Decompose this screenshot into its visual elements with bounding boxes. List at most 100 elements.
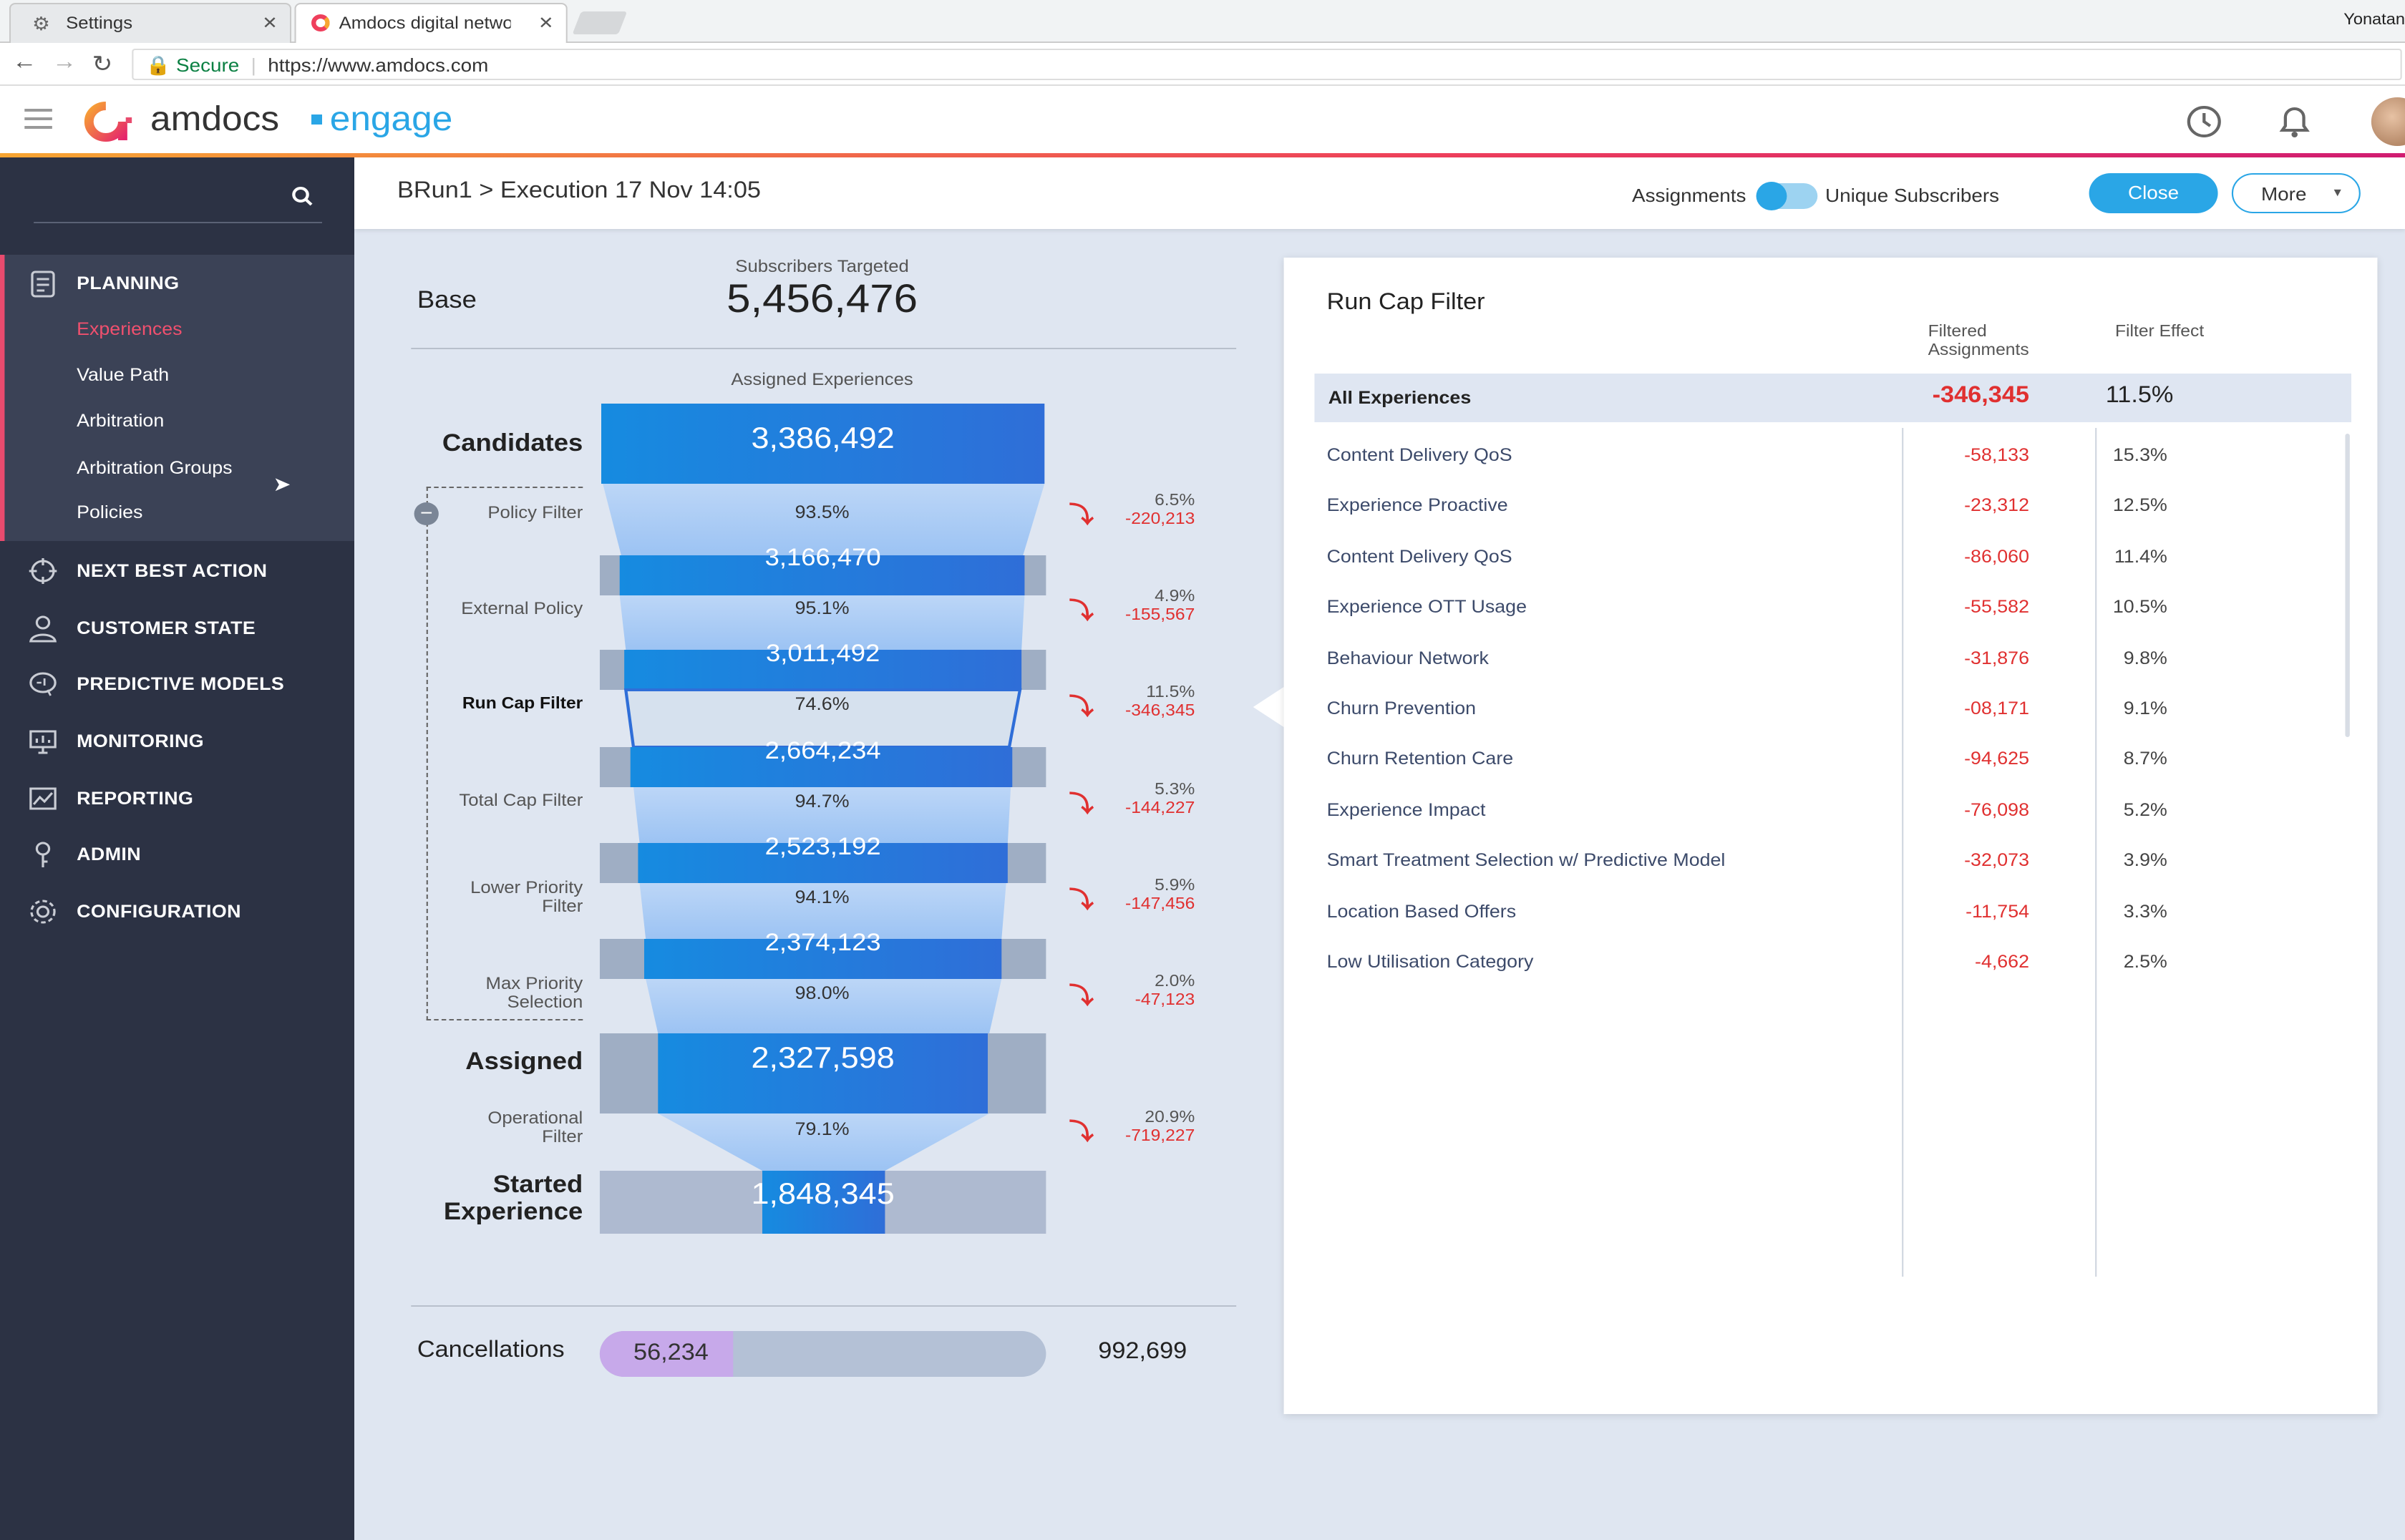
sidebar-item-experiences[interactable]: Experiences: [77, 319, 183, 339]
nav-predictive-models[interactable]: PREDICTIVE MODELS: [28, 670, 285, 698]
all-experiences-value: -346,345: [1932, 384, 2029, 408]
search-icon[interactable]: [291, 186, 313, 206]
lower-priority-pct[interactable]: 94.1%: [795, 887, 850, 907]
policy-filter-label[interactable]: Policy Filter: [487, 502, 583, 522]
filter-effect-value: 9.1%: [2123, 698, 2167, 718]
cancellations-value: 56,234: [633, 1341, 709, 1365]
drop-arrow-icon: ⤵: [1069, 504, 1094, 528]
effect-val: -147,456: [1124, 896, 1195, 913]
forward-icon[interactable]: →: [52, 50, 77, 74]
nav-customer-state[interactable]: CUSTOMER STATE: [28, 614, 256, 643]
table-row[interactable]: Experience OTT Usage -55,582 10.5%: [1284, 597, 2358, 625]
tab-amdocs[interactable]: Amdocs digital network ✕: [294, 3, 568, 43]
cancellations-label: Cancellations: [417, 1338, 565, 1363]
nav-label: CUSTOMER STATE: [77, 618, 256, 638]
key-icon: [28, 840, 59, 869]
nav-label: ADMIN: [77, 844, 142, 864]
nav-admin[interactable]: ADMIN: [28, 840, 142, 869]
filter-effect-value: 3.9%: [2123, 850, 2167, 871]
total-cap-filter-label[interactable]: Total Cap Filter: [459, 790, 583, 810]
experience-name: Smart Treatment Selection w/ Predictive …: [1326, 850, 1726, 871]
table-row[interactable]: Smart Treatment Selection w/ Predictive …: [1284, 850, 2358, 879]
effect-val: -220,213: [1124, 511, 1195, 528]
table-row[interactable]: Content Delivery QoS -58,133 15.3%: [1284, 445, 2358, 474]
effect-pct: 5.9%: [1155, 877, 1195, 895]
targeted-label: Subscribers Targeted: [735, 256, 909, 276]
hamburger-menu-icon[interactable]: [24, 109, 52, 129]
breadcrumb[interactable]: BRun1 > Execution 17 Nov 14:05: [397, 179, 761, 203]
experience-name: Behaviour Network: [1326, 648, 1489, 668]
experience-name: Location Based Offers: [1326, 901, 1517, 922]
history-icon[interactable]: [2184, 103, 2224, 140]
tab-settings[interactable]: ⚙ Settings ✕: [9, 3, 292, 43]
effect-pct: 20.9%: [1145, 1109, 1195, 1126]
product-name: engage: [329, 100, 453, 139]
all-experiences-row[interactable]: All Experiences -346,345 11.5%: [1314, 374, 2351, 422]
operational-filter-label[interactable]: Operational Filter: [487, 1108, 583, 1146]
table-row[interactable]: Churn Prevention -08,171 9.1%: [1284, 698, 2358, 727]
notification-bell-icon[interactable]: [2276, 103, 2313, 140]
close-icon[interactable]: ✕: [538, 13, 554, 33]
candidates-bar[interactable]: [601, 404, 1045, 484]
policy-filter-pct[interactable]: 93.5%: [795, 502, 850, 522]
new-tab-button[interactable]: [572, 11, 628, 34]
table-row[interactable]: Churn Retention Care -94,625 8.7%: [1284, 749, 2358, 778]
nav-configuration[interactable]: CONFIGURATION: [28, 897, 241, 926]
drop-arrow-icon: ⤵: [1069, 793, 1094, 817]
max-priority-pct[interactable]: 98.0%: [795, 983, 850, 1003]
reload-icon[interactable]: ↻: [92, 53, 113, 77]
close-icon[interactable]: ✕: [262, 13, 278, 33]
sidebar-item-arbitration[interactable]: Arbitration: [77, 411, 165, 431]
external-policy-pct[interactable]: 95.1%: [795, 598, 850, 618]
filter-effect-value: 12.5%: [2112, 495, 2167, 516]
url-field[interactable]: 🔒 Secure | https://www.amdocs.com: [132, 49, 2402, 80]
scrollbar[interactable]: [2345, 434, 2350, 737]
nav-planning[interactable]: PLANNING: [28, 269, 180, 298]
avatar[interactable]: [2371, 97, 2405, 146]
back-icon[interactable]: ←: [12, 50, 37, 74]
sidebar-item-arbitration-groups[interactable]: Arbitration Groups: [77, 458, 233, 478]
collapse-icon[interactable]: −: [414, 502, 439, 525]
operational-pct[interactable]: 79.1%: [795, 1119, 850, 1139]
nav-reporting[interactable]: REPORTING: [28, 784, 194, 813]
table-row[interactable]: Behaviour Network -31,876 9.8%: [1284, 648, 2358, 676]
sidebar-item-value-path[interactable]: Value Path: [77, 365, 170, 385]
nav-next-best-action[interactable]: NEXT BEST ACTION: [28, 557, 268, 585]
more-button[interactable]: More ▼: [2231, 173, 2361, 213]
table-row[interactable]: Experience Proactive -23,312 12.5%: [1284, 496, 2358, 525]
table-row[interactable]: Experience Impact -76,098 5.2%: [1284, 800, 2358, 829]
run-cap-pct[interactable]: 74.6%: [795, 694, 850, 714]
filtered-assignments-value: -32,073: [1964, 850, 2029, 871]
close-button[interactable]: Close: [2089, 173, 2218, 213]
filter-effect-value: 8.7%: [2123, 749, 2167, 769]
max-priority-label[interactable]: Max Priority Selection: [485, 973, 583, 1012]
user-profile-name[interactable]: Yonatan: [2343, 11, 2405, 29]
gear-icon: [28, 897, 59, 926]
lower-priority-label[interactable]: Lower Priority Filter: [470, 877, 583, 916]
filter-effect-value: 5.2%: [2123, 799, 2167, 820]
total-cap-pct[interactable]: 94.7%: [795, 791, 850, 812]
assignments-toggle[interactable]: [1756, 182, 1818, 210]
col-filtered-assignments[interactable]: Filtered Assignments: [1928, 323, 2029, 359]
col-filter-effect[interactable]: Filter Effect: [2115, 323, 2205, 341]
sidebar-search[interactable]: [34, 175, 323, 223]
column-divider: [1902, 428, 1904, 1277]
table-row[interactable]: Content Delivery QoS -86,060 11.4%: [1284, 547, 2358, 575]
external-policy-label[interactable]: External Policy: [461, 598, 583, 618]
effect-val: -719,227: [1124, 1128, 1195, 1145]
assigned-experiences-label: Assigned Experiences: [731, 369, 913, 389]
table-row[interactable]: Location Based Offers -11,754 3.3%: [1284, 901, 2358, 930]
sidebar-item-policies[interactable]: Policies: [77, 502, 143, 522]
experience-name: Content Delivery QoS: [1326, 445, 1512, 465]
cancellations-bar[interactable]: 56,234: [599, 1331, 1046, 1377]
filters-group-bracket: [426, 487, 583, 1020]
run-cap-filter-label[interactable]: Run Cap Filter: [462, 696, 583, 713]
experience-name: Churn Retention Care: [1326, 749, 1514, 769]
nav-monitoring[interactable]: MONITORING: [28, 727, 204, 756]
cancellations-fill: [599, 1331, 734, 1377]
filtered-assignments-value: -76,098: [1964, 799, 2029, 820]
table-row[interactable]: Low Utilisation Category -4,662 2.5%: [1284, 952, 2358, 980]
url-text: https://www.amdocs.com: [268, 54, 489, 76]
all-experiences-effect: 11.5%: [2105, 384, 2174, 408]
candidates-label: Candidates: [442, 429, 583, 457]
